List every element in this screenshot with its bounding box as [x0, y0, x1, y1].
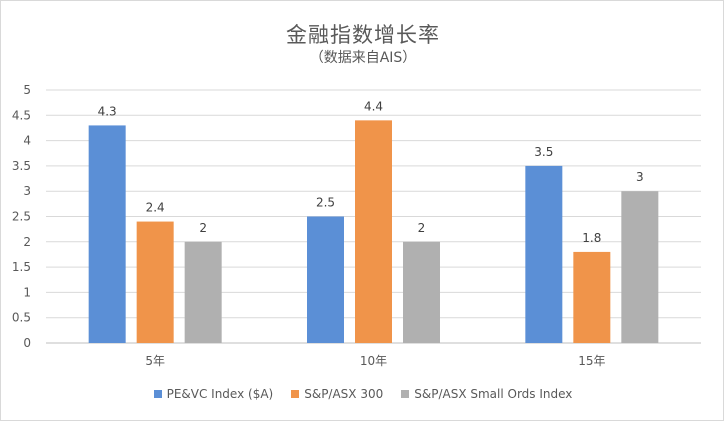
legend-swatch-series-1 [291, 390, 300, 398]
x-category-label: 15年 [578, 354, 605, 368]
data-label: 4.3 [98, 104, 117, 118]
y-tick-label: 1.5 [12, 260, 31, 274]
y-tick-label: 3.5 [12, 159, 31, 173]
y-tick-label: 0.5 [12, 311, 31, 325]
data-label: 2 [199, 221, 207, 235]
data-label: 4.4 [364, 99, 383, 113]
y-tick-label: 1 [23, 285, 31, 299]
y-tick-label: 4.5 [12, 108, 31, 122]
x-category-label: 5年 [145, 354, 165, 368]
bar-series-2 [184, 241, 222, 343]
y-tick-label: 4 [23, 134, 31, 148]
data-label: 1.8 [582, 231, 601, 245]
legend-item-series-2: S&P/ASX Small Ords Index [401, 387, 572, 401]
y-tick-label: 2 [23, 235, 31, 249]
data-label: 2.4 [146, 201, 165, 215]
legend-swatch-series-2 [401, 390, 410, 398]
x-category-label: 10年 [360, 354, 387, 368]
legend-item-series-1: S&P/ASX 300 [291, 387, 383, 401]
legend-label-series-0: PE&VC Index ($A) [166, 387, 274, 401]
chart-subtitle: （数据来自AIS） [309, 50, 417, 66]
y-tick-label: 5 [23, 83, 31, 97]
legend-label-series-1: S&P/ASX 300 [304, 387, 384, 401]
legend-swatch-series-0 [153, 390, 162, 398]
data-label: 3.5 [534, 145, 553, 159]
data-label: 2 [418, 221, 426, 235]
bar-series-1 [136, 221, 174, 343]
bar-series-2 [403, 241, 440, 343]
bar-series-0 [307, 216, 344, 343]
y-tick-label: 0 [23, 336, 31, 350]
bar-series-1 [573, 251, 611, 343]
bar-series-0 [88, 125, 126, 343]
chart-legend: PE&VC Index ($A) S&P/ASX 300 S&P/ASX Sma… [1, 387, 724, 401]
chart-title: 金融指数增长率 [286, 23, 440, 47]
legend-item-series-0: PE&VC Index ($A) [153, 387, 274, 401]
y-tick-label: 2.5 [12, 210, 31, 224]
legend-label-series-2: S&P/ASX Small Ords Index [414, 387, 573, 401]
y-tick-label: 3 [23, 184, 31, 198]
bar-series-0 [525, 165, 563, 343]
bar-series-2 [621, 191, 659, 343]
data-label: 2.5 [316, 196, 335, 210]
bar-series-1 [355, 120, 392, 343]
data-label: 3 [636, 170, 644, 184]
